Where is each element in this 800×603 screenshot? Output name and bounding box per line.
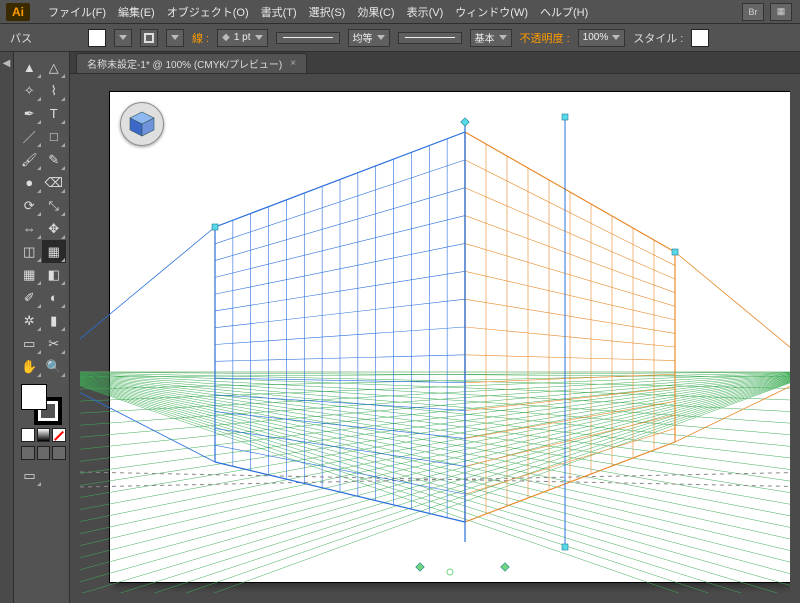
opacity-dropdown[interactable]: 100% bbox=[578, 29, 626, 47]
color-mini[interactable] bbox=[21, 428, 35, 442]
plane-switch-widget[interactable] bbox=[120, 102, 164, 146]
menubar-button[interactable]: ▦ bbox=[770, 3, 792, 21]
none-mini[interactable] bbox=[52, 428, 66, 442]
menu-item[interactable]: 選択(S) bbox=[303, 1, 352, 23]
draw-normal[interactable] bbox=[21, 446, 35, 460]
width-tool[interactable]: ⇔ bbox=[17, 217, 42, 240]
app-logo: Ai bbox=[6, 3, 30, 21]
fill-swatch[interactable] bbox=[88, 29, 106, 47]
symbol-sprayer-tool[interactable]: ✲ bbox=[17, 309, 42, 332]
pencil-tool[interactable]: ✎ bbox=[42, 148, 67, 171]
slice-tool[interactable]: ✂ bbox=[42, 332, 67, 355]
canvas-area: 名称未設定-1* @ 100% (CMYK/プレビュー) × bbox=[70, 52, 800, 603]
brush-label: 基本 bbox=[475, 30, 495, 45]
tab-title: 名称未設定-1* @ 100% (CMYK/プレビュー) bbox=[87, 56, 282, 71]
stroke-label[interactable]: 線 : bbox=[192, 30, 209, 46]
menu-item[interactable]: 表示(V) bbox=[401, 1, 450, 23]
rotate-tool[interactable]: ⟳ bbox=[17, 194, 42, 217]
opacity-value: 100% bbox=[583, 32, 609, 43]
shape-builder-tool[interactable]: ◫ bbox=[17, 240, 42, 263]
stroke-type-dropdown[interactable] bbox=[166, 29, 184, 47]
draw-behind[interactable] bbox=[37, 446, 51, 460]
pen-tool[interactable]: ✒ bbox=[17, 102, 42, 125]
scale-tool[interactable]: ⤡ bbox=[42, 194, 67, 217]
type-tool[interactable]: T bbox=[42, 102, 67, 125]
magic-wand-tool[interactable]: ✧ bbox=[17, 79, 42, 102]
tab-close-icon[interactable]: × bbox=[290, 58, 296, 69]
hand-tool[interactable]: ✋ bbox=[17, 355, 42, 378]
profile-label: 均等 bbox=[353, 30, 373, 45]
free-transform-tool[interactable]: ✥ bbox=[42, 217, 67, 240]
paintbrush-tool[interactable]: 🖌 bbox=[17, 148, 42, 171]
fill-dropdown[interactable] bbox=[114, 29, 132, 47]
menu-bar: Ai ファイル(F)編集(E)オブジェクト(O)書式(T)選択(S)効果(C)表… bbox=[0, 0, 800, 24]
screen-mode-row bbox=[21, 446, 66, 460]
style-label: スタイル : bbox=[633, 30, 683, 46]
eraser-tool[interactable]: ⌫ bbox=[42, 171, 67, 194]
lasso-tool[interactable]: ⌇ bbox=[42, 79, 67, 102]
blend-tool[interactable]: ◐ bbox=[42, 286, 67, 309]
perspective-grid[interactable] bbox=[80, 82, 790, 593]
rectangle-tool[interactable]: □ bbox=[42, 125, 67, 148]
stroke-weight-value: 1 pt bbox=[234, 32, 251, 43]
profile-dropdown[interactable]: 均等 bbox=[348, 29, 390, 47]
draw-inside[interactable] bbox=[52, 446, 66, 460]
column-graph-tool[interactable]: ▮ bbox=[42, 309, 67, 332]
perspective-grid-tool[interactable]: ▦ bbox=[42, 240, 67, 263]
menu-item[interactable]: オブジェクト(O) bbox=[161, 1, 255, 23]
toolbox: ▲△✧⌇✒T／□🖌✎●⌫⟳⤡⇔✥◫▦▦◧✐◐✲▮▭✂✋🔍 ▭ bbox=[14, 52, 70, 603]
artboard-tool[interactable]: ▭ bbox=[17, 332, 42, 355]
screen-mode-tool[interactable]: ▭ bbox=[17, 464, 42, 487]
tool-name-label: パス bbox=[10, 30, 32, 46]
profile-preview[interactable] bbox=[276, 32, 340, 44]
color-mode-row bbox=[21, 428, 66, 442]
menu-item[interactable]: 効果(C) bbox=[351, 1, 400, 23]
fill-stroke-control[interactable] bbox=[21, 384, 61, 424]
style-swatch[interactable] bbox=[691, 29, 709, 47]
menu-item[interactable]: ファイル(F) bbox=[42, 1, 112, 23]
artboard-region[interactable] bbox=[80, 82, 790, 593]
gradient-tool[interactable]: ◧ bbox=[42, 263, 67, 286]
menu-item[interactable]: 書式(T) bbox=[255, 1, 303, 23]
options-bar: パス 線 : ◆1 pt 均等 基本 不透明度 : 100% スタイル : bbox=[0, 24, 800, 52]
expand-arrow-icon[interactable]: ◀ bbox=[3, 58, 11, 69]
stroke-weight-dropdown[interactable]: ◆1 pt bbox=[217, 29, 267, 47]
document-tab[interactable]: 名称未設定-1* @ 100% (CMYK/プレビュー) × bbox=[76, 53, 307, 73]
menu-item[interactable]: ヘルプ(H) bbox=[534, 1, 594, 23]
line-tool[interactable]: ／ bbox=[17, 125, 42, 148]
collapse-column: ◀ bbox=[0, 52, 14, 603]
direct-selection-tool[interactable]: △ bbox=[42, 56, 67, 79]
brush-dropdown[interactable]: 基本 bbox=[470, 29, 512, 47]
fill-color-box[interactable] bbox=[21, 384, 47, 410]
menu-item[interactable]: 編集(E) bbox=[112, 1, 161, 23]
opacity-label[interactable]: 不透明度 : bbox=[520, 30, 570, 46]
selection-tool[interactable]: ▲ bbox=[17, 56, 42, 79]
zoom-tool[interactable]: 🔍 bbox=[42, 355, 67, 378]
menubar-button[interactable]: Br bbox=[742, 3, 764, 21]
tab-strip: 名称未設定-1* @ 100% (CMYK/プレビュー) × bbox=[70, 52, 800, 74]
brush-preview[interactable] bbox=[398, 32, 462, 44]
gradient-mini[interactable] bbox=[37, 428, 51, 442]
mesh-tool[interactable]: ▦ bbox=[17, 263, 42, 286]
menu-item[interactable]: ウィンドウ(W) bbox=[449, 1, 534, 23]
eyedropper-tool[interactable]: ✐ bbox=[17, 286, 42, 309]
blob-brush-tool[interactable]: ● bbox=[17, 171, 42, 194]
stroke-type-swatch[interactable] bbox=[140, 29, 158, 47]
